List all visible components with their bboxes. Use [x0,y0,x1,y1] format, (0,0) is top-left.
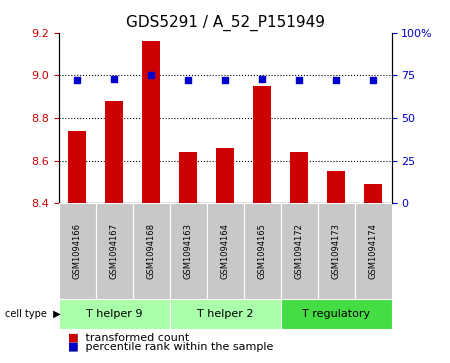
Bar [68,131,86,203]
FancyBboxPatch shape [170,299,280,329]
FancyBboxPatch shape [58,203,95,299]
Text: T helper 2: T helper 2 [197,309,253,319]
FancyBboxPatch shape [207,203,243,299]
FancyBboxPatch shape [280,203,318,299]
Text: GSM1094164: GSM1094164 [220,224,230,279]
Text: ■  transformed count: ■ transformed count [68,333,189,343]
Bar [253,86,271,203]
Point [148,72,155,78]
FancyBboxPatch shape [170,203,207,299]
Text: GSM1094167: GSM1094167 [109,223,118,280]
FancyBboxPatch shape [95,203,132,299]
Text: GSM1094173: GSM1094173 [332,223,341,280]
Text: GSM1094172: GSM1094172 [294,224,303,279]
Text: T regulatory: T regulatory [302,309,370,319]
Text: ■  percentile rank within the sample: ■ percentile rank within the sample [68,342,273,352]
Bar [105,101,123,203]
FancyBboxPatch shape [318,203,355,299]
Text: GSM1094174: GSM1094174 [369,224,378,279]
Bar [327,171,345,203]
FancyBboxPatch shape [280,299,392,329]
Text: ■: ■ [68,333,78,343]
Text: GSM1094166: GSM1094166 [72,223,81,280]
Text: T helper 9: T helper 9 [86,309,142,319]
Point [110,76,117,82]
Text: cell type  ▶: cell type ▶ [4,309,60,319]
FancyBboxPatch shape [243,203,280,299]
Point [333,78,340,83]
FancyBboxPatch shape [355,203,392,299]
Point [73,78,81,83]
Text: GSM1094163: GSM1094163 [184,223,193,280]
Bar [364,184,382,203]
Text: GSM1094165: GSM1094165 [257,224,266,279]
Title: GDS5291 / A_52_P151949: GDS5291 / A_52_P151949 [126,15,324,31]
FancyBboxPatch shape [58,299,170,329]
Point [184,78,192,83]
Point [258,76,265,82]
Point [369,78,377,83]
Bar [216,148,234,203]
Bar [179,152,197,203]
Bar [142,41,160,203]
Text: ■: ■ [68,342,78,352]
Point [221,78,229,83]
FancyBboxPatch shape [132,203,170,299]
Point [295,78,302,83]
Text: GSM1094168: GSM1094168 [147,223,156,280]
Bar [290,152,308,203]
